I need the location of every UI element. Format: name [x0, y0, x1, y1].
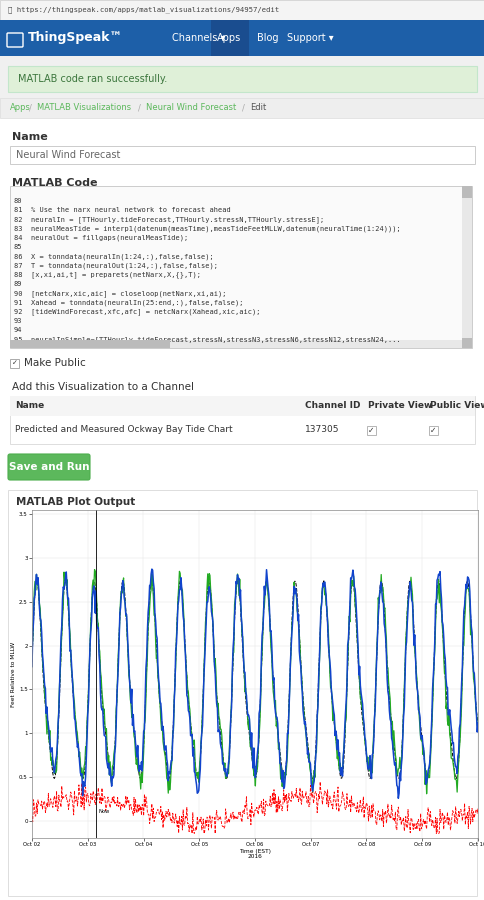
- Text: ✓: ✓: [367, 426, 374, 435]
- Text: 84  neuralOut = fillgaps(neuralMeasTide);: 84 neuralOut = fillgaps(neuralMeasTide);: [14, 235, 188, 241]
- Bar: [0, 0, 484, 20]
- FancyBboxPatch shape: [366, 426, 375, 435]
- Text: 83  neuralMeasTide = interp1(datenum(measTime),measTideFeetMLLW,datenum(neuralTi: 83 neuralMeasTide = interp1(datenum(meas…: [14, 226, 400, 232]
- Text: ThingSpeak™: ThingSpeak™: [28, 32, 123, 44]
- FancyBboxPatch shape: [8, 490, 476, 896]
- Text: 87  T = tonndata(neuralOut(1:24,:),false,false);: 87 T = tonndata(neuralOut(1:24,:),false,…: [14, 263, 217, 269]
- Text: Save and Run: Save and Run: [9, 462, 89, 472]
- Text: 95  neuralInSimple=[TTHourly.tideForecast,stressN,stressN3,stressN6,stressN12,st: 95 neuralInSimple=[TTHourly.tideForecast…: [14, 336, 400, 343]
- FancyBboxPatch shape: [10, 146, 474, 164]
- Text: 94: 94: [14, 327, 22, 333]
- Y-axis label: Feet Relative to MLLW: Feet Relative to MLLW: [11, 642, 16, 706]
- Text: ✓: ✓: [12, 361, 17, 366]
- Text: Support ▾: Support ▾: [287, 33, 333, 43]
- Text: Blog: Blog: [257, 33, 278, 43]
- Text: Name: Name: [15, 401, 44, 410]
- Text: 89: 89: [14, 281, 22, 287]
- Text: 90  [netcNarx,xic,aic] = closeloop(netNarx,xi,ai);: 90 [netcNarx,xic,aic] = closeloop(netNar…: [14, 290, 226, 297]
- Text: Neural Wind Forecast: Neural Wind Forecast: [16, 150, 120, 160]
- Text: 91  Xahead = tonndata(neuralIn(25:end,:),false,false);: 91 Xahead = tonndata(neuralIn(25:end,:),…: [14, 299, 243, 306]
- Text: Make Public: Make Public: [24, 358, 86, 368]
- Text: 80: 80: [14, 198, 22, 204]
- FancyBboxPatch shape: [8, 454, 90, 480]
- Text: /: /: [29, 104, 32, 112]
- Text: Name: Name: [12, 132, 47, 142]
- Text: Now: Now: [99, 808, 110, 814]
- Text: Edit: Edit: [249, 104, 266, 112]
- Text: Channels ▾: Channels ▾: [172, 33, 225, 43]
- Text: 92  [tideWindForecast,xfc,afc] = netcNarx(Xahead,xic,aic);: 92 [tideWindForecast,xfc,afc] = netcNarx…: [14, 309, 260, 315]
- Bar: [461, 338, 471, 348]
- Bar: [10, 340, 170, 348]
- Text: /: /: [242, 104, 244, 112]
- Text: 82  neuralIn = [TTHourly.tideForecast,TTHourly.stressN,TTHourly.stressE];: 82 neuralIn = [TTHourly.tideForecast,TTH…: [14, 216, 324, 223]
- Text: Neural Wind Forecast: Neural Wind Forecast: [146, 104, 236, 112]
- Text: Private View: Private View: [367, 401, 431, 410]
- Text: /: /: [138, 104, 140, 112]
- Text: 137305: 137305: [304, 426, 339, 435]
- Text: Apps: Apps: [10, 104, 31, 112]
- Text: ✓: ✓: [429, 426, 436, 435]
- Text: MATLAB Plot Output: MATLAB Plot Output: [16, 497, 135, 507]
- Bar: [0, 20, 484, 56]
- Text: MATLAB Visualizations: MATLAB Visualizations: [37, 104, 131, 112]
- FancyBboxPatch shape: [10, 186, 471, 348]
- Text: 88  [x,xi,ai,t] = preparets(netNarx,X,{},T);: 88 [x,xi,ai,t] = preparets(netNarx,X,{},…: [14, 272, 200, 278]
- Text: Channel ID: Channel ID: [304, 401, 360, 410]
- Text: Add this Visualization to a Channel: Add this Visualization to a Channel: [12, 382, 194, 392]
- Bar: [0, 118, 484, 900]
- Text: MATLAB Code: MATLAB Code: [12, 178, 97, 188]
- Bar: [10, 340, 461, 348]
- Text: 81  % Use the narx neural network to forecast ahead: 81 % Use the narx neural network to fore…: [14, 207, 230, 213]
- Text: 🔒 https://thingspeak.com/apps/matlab_visualizations/94957/edit: 🔒 https://thingspeak.com/apps/matlab_vis…: [8, 6, 279, 14]
- Text: 93: 93: [14, 318, 22, 324]
- Text: Apps: Apps: [216, 33, 241, 43]
- Bar: [10, 396, 474, 416]
- FancyBboxPatch shape: [8, 66, 476, 92]
- Text: 86  X = tonndata(neuralIn(1:24,:),false,false);: 86 X = tonndata(neuralIn(1:24,:),false,f…: [14, 253, 213, 260]
- Text: Predicted and Measured Ockway Bay Tide Chart: Predicted and Measured Ockway Bay Tide C…: [15, 426, 232, 435]
- Bar: [461, 186, 471, 348]
- X-axis label: Time (EST)
2016: Time (EST) 2016: [239, 849, 271, 859]
- FancyBboxPatch shape: [10, 396, 474, 444]
- Bar: [461, 186, 471, 198]
- Text: 85: 85: [14, 244, 22, 250]
- FancyBboxPatch shape: [428, 426, 437, 435]
- Text: Public View: Public View: [429, 401, 484, 410]
- Bar: [0, 98, 484, 118]
- Bar: [211, 20, 248, 56]
- Text: MATLAB code ran successfully.: MATLAB code ran successfully.: [18, 74, 167, 84]
- FancyBboxPatch shape: [10, 359, 19, 368]
